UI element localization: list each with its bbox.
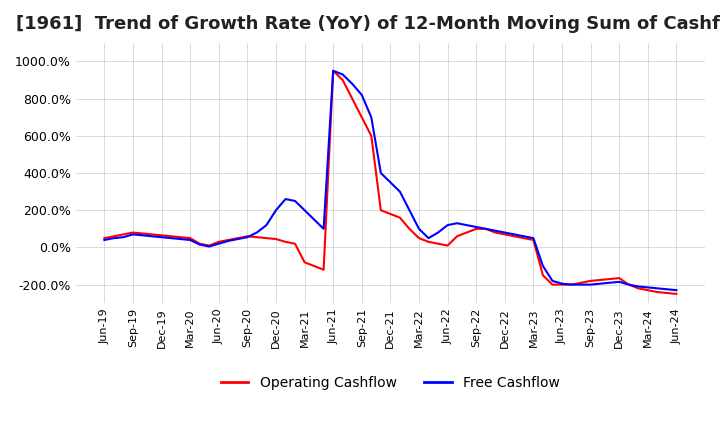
Legend: Operating Cashflow, Free Cashflow: Operating Cashflow, Free Cashflow: [215, 370, 566, 395]
Title: [1961]  Trend of Growth Rate (YoY) of 12-Month Moving Sum of Cashflows: [1961] Trend of Growth Rate (YoY) of 12-…: [16, 15, 720, 33]
